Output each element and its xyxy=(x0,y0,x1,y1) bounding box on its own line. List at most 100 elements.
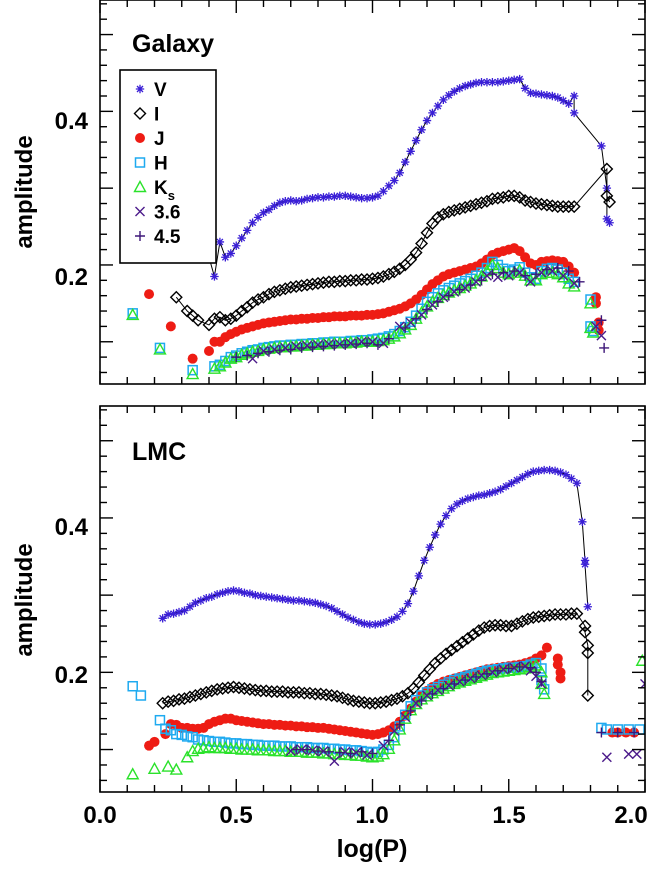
galaxy-I-point xyxy=(213,310,227,324)
galaxy-I-point xyxy=(600,189,614,203)
lmc-V-point xyxy=(218,588,227,598)
lmc-H-point xyxy=(601,724,613,735)
galaxy-V-point xyxy=(450,87,459,96)
galaxy-V-point xyxy=(232,241,241,250)
lmc-I-point xyxy=(292,685,306,699)
lmc-I-point xyxy=(477,621,491,635)
galaxy-I-point xyxy=(338,274,352,288)
legend-label-I: I xyxy=(154,105,159,126)
lmc-4-5-point xyxy=(356,746,367,757)
galaxy-V-connecting-line xyxy=(208,78,611,277)
legend-subscript: s xyxy=(168,188,175,203)
lmc-I-point xyxy=(578,619,592,633)
lmc-V-point xyxy=(583,602,592,611)
galaxy-4-5-point xyxy=(253,348,264,359)
lmc-4-5-point xyxy=(503,663,514,674)
lmc-V-point xyxy=(272,594,282,603)
lmc-V-point xyxy=(441,511,451,520)
galaxy-4-5-point xyxy=(422,304,432,315)
lmc-4-5-point xyxy=(525,662,536,673)
galaxy-4-5-point xyxy=(307,342,318,353)
galaxy-V-point xyxy=(504,76,513,85)
xtick-label-1.0: 1.0 xyxy=(355,802,388,829)
galaxy-V-point xyxy=(531,89,541,98)
lmc-3-6-point xyxy=(432,685,443,696)
galaxy-V-point xyxy=(417,125,426,134)
galaxy-V-point xyxy=(346,192,355,201)
galaxy-I-point xyxy=(224,312,238,326)
lmc-V-point xyxy=(332,607,342,616)
lmc-V-point xyxy=(191,598,200,608)
lmc-data-marks xyxy=(126,465,645,780)
lmc-I-point xyxy=(205,684,219,698)
galaxy-Ks-point xyxy=(224,351,238,364)
galaxy-V-point xyxy=(362,193,372,203)
galaxy-V-point xyxy=(488,77,497,87)
lmc-V-point xyxy=(512,475,522,485)
galaxy-V-point xyxy=(548,91,557,101)
lmc-I-point xyxy=(499,619,513,633)
lmc-V-point xyxy=(425,543,434,552)
lmc-V-point xyxy=(234,587,244,596)
lmc-V-point xyxy=(469,492,478,502)
galaxy-Ks-point xyxy=(586,325,600,338)
lmc-I-point xyxy=(188,689,202,702)
lmc-I-point xyxy=(346,694,360,708)
lmc-V-point xyxy=(343,613,353,622)
lmc-3-6-point xyxy=(498,664,509,675)
galaxy-V-point xyxy=(477,77,486,87)
legend-label-J: J xyxy=(154,129,165,150)
galaxy-I-point xyxy=(306,277,320,291)
galaxy-4-5-point xyxy=(599,342,610,353)
lmc-V-connecting-line xyxy=(162,469,589,625)
galaxy-V-point xyxy=(471,78,481,88)
lmc-I-point xyxy=(559,607,573,621)
galaxy-J-point xyxy=(204,345,214,356)
galaxy-V-point xyxy=(379,187,388,196)
galaxy-I-point xyxy=(218,313,232,327)
lmc-H-point xyxy=(623,724,634,735)
lmc-V-point xyxy=(185,602,195,611)
galaxy-V-point xyxy=(351,193,361,202)
galaxy-Ks-point xyxy=(393,326,407,339)
galaxy-4-5-point xyxy=(340,339,351,350)
lmc-H-point xyxy=(432,681,444,693)
galaxy-V-point xyxy=(515,74,524,84)
galaxy-3-6-point xyxy=(334,339,345,350)
lmc-V-point xyxy=(578,517,587,526)
galaxy-I-point xyxy=(529,197,543,211)
galaxy-Ks-point xyxy=(185,367,200,380)
galaxy-H-point xyxy=(449,280,460,291)
galaxy-series-V xyxy=(204,74,614,281)
lmc-I-point xyxy=(488,618,502,632)
galaxy-4-5-point xyxy=(351,339,362,350)
lmc-4-5-point xyxy=(291,744,302,755)
lmc-J-point xyxy=(160,729,171,740)
galaxy-3-6-point xyxy=(405,317,416,328)
galaxy-I-point xyxy=(502,189,516,203)
galaxy-V-point xyxy=(226,249,235,258)
galaxy-V-point xyxy=(542,91,552,100)
lmc-V-point xyxy=(180,606,189,615)
lmc-I-point xyxy=(254,684,268,698)
galaxy-H-point xyxy=(438,285,449,296)
galaxy-3-6-point xyxy=(596,330,607,341)
lmc-I-point xyxy=(570,607,584,621)
lmc-V-point xyxy=(294,596,304,605)
lmc-V-point xyxy=(387,615,396,625)
lmc-I-point xyxy=(308,687,322,701)
lmc-4-5-point xyxy=(492,665,503,676)
galaxy-I-point xyxy=(567,200,581,214)
lmc-H-point xyxy=(135,690,147,701)
lmc-V-point xyxy=(409,587,418,596)
galaxy-I-point xyxy=(207,312,221,326)
lmc-V-point xyxy=(561,470,571,479)
galaxy-I-point xyxy=(169,290,183,304)
galaxy-panel-title: Galaxy xyxy=(132,30,214,58)
galaxy-3-6-point xyxy=(525,276,536,287)
galaxy-V-point xyxy=(569,91,579,101)
galaxy-I-point xyxy=(371,271,385,285)
lmc-V-point xyxy=(251,590,260,600)
lmc-Ks-point xyxy=(180,750,194,763)
